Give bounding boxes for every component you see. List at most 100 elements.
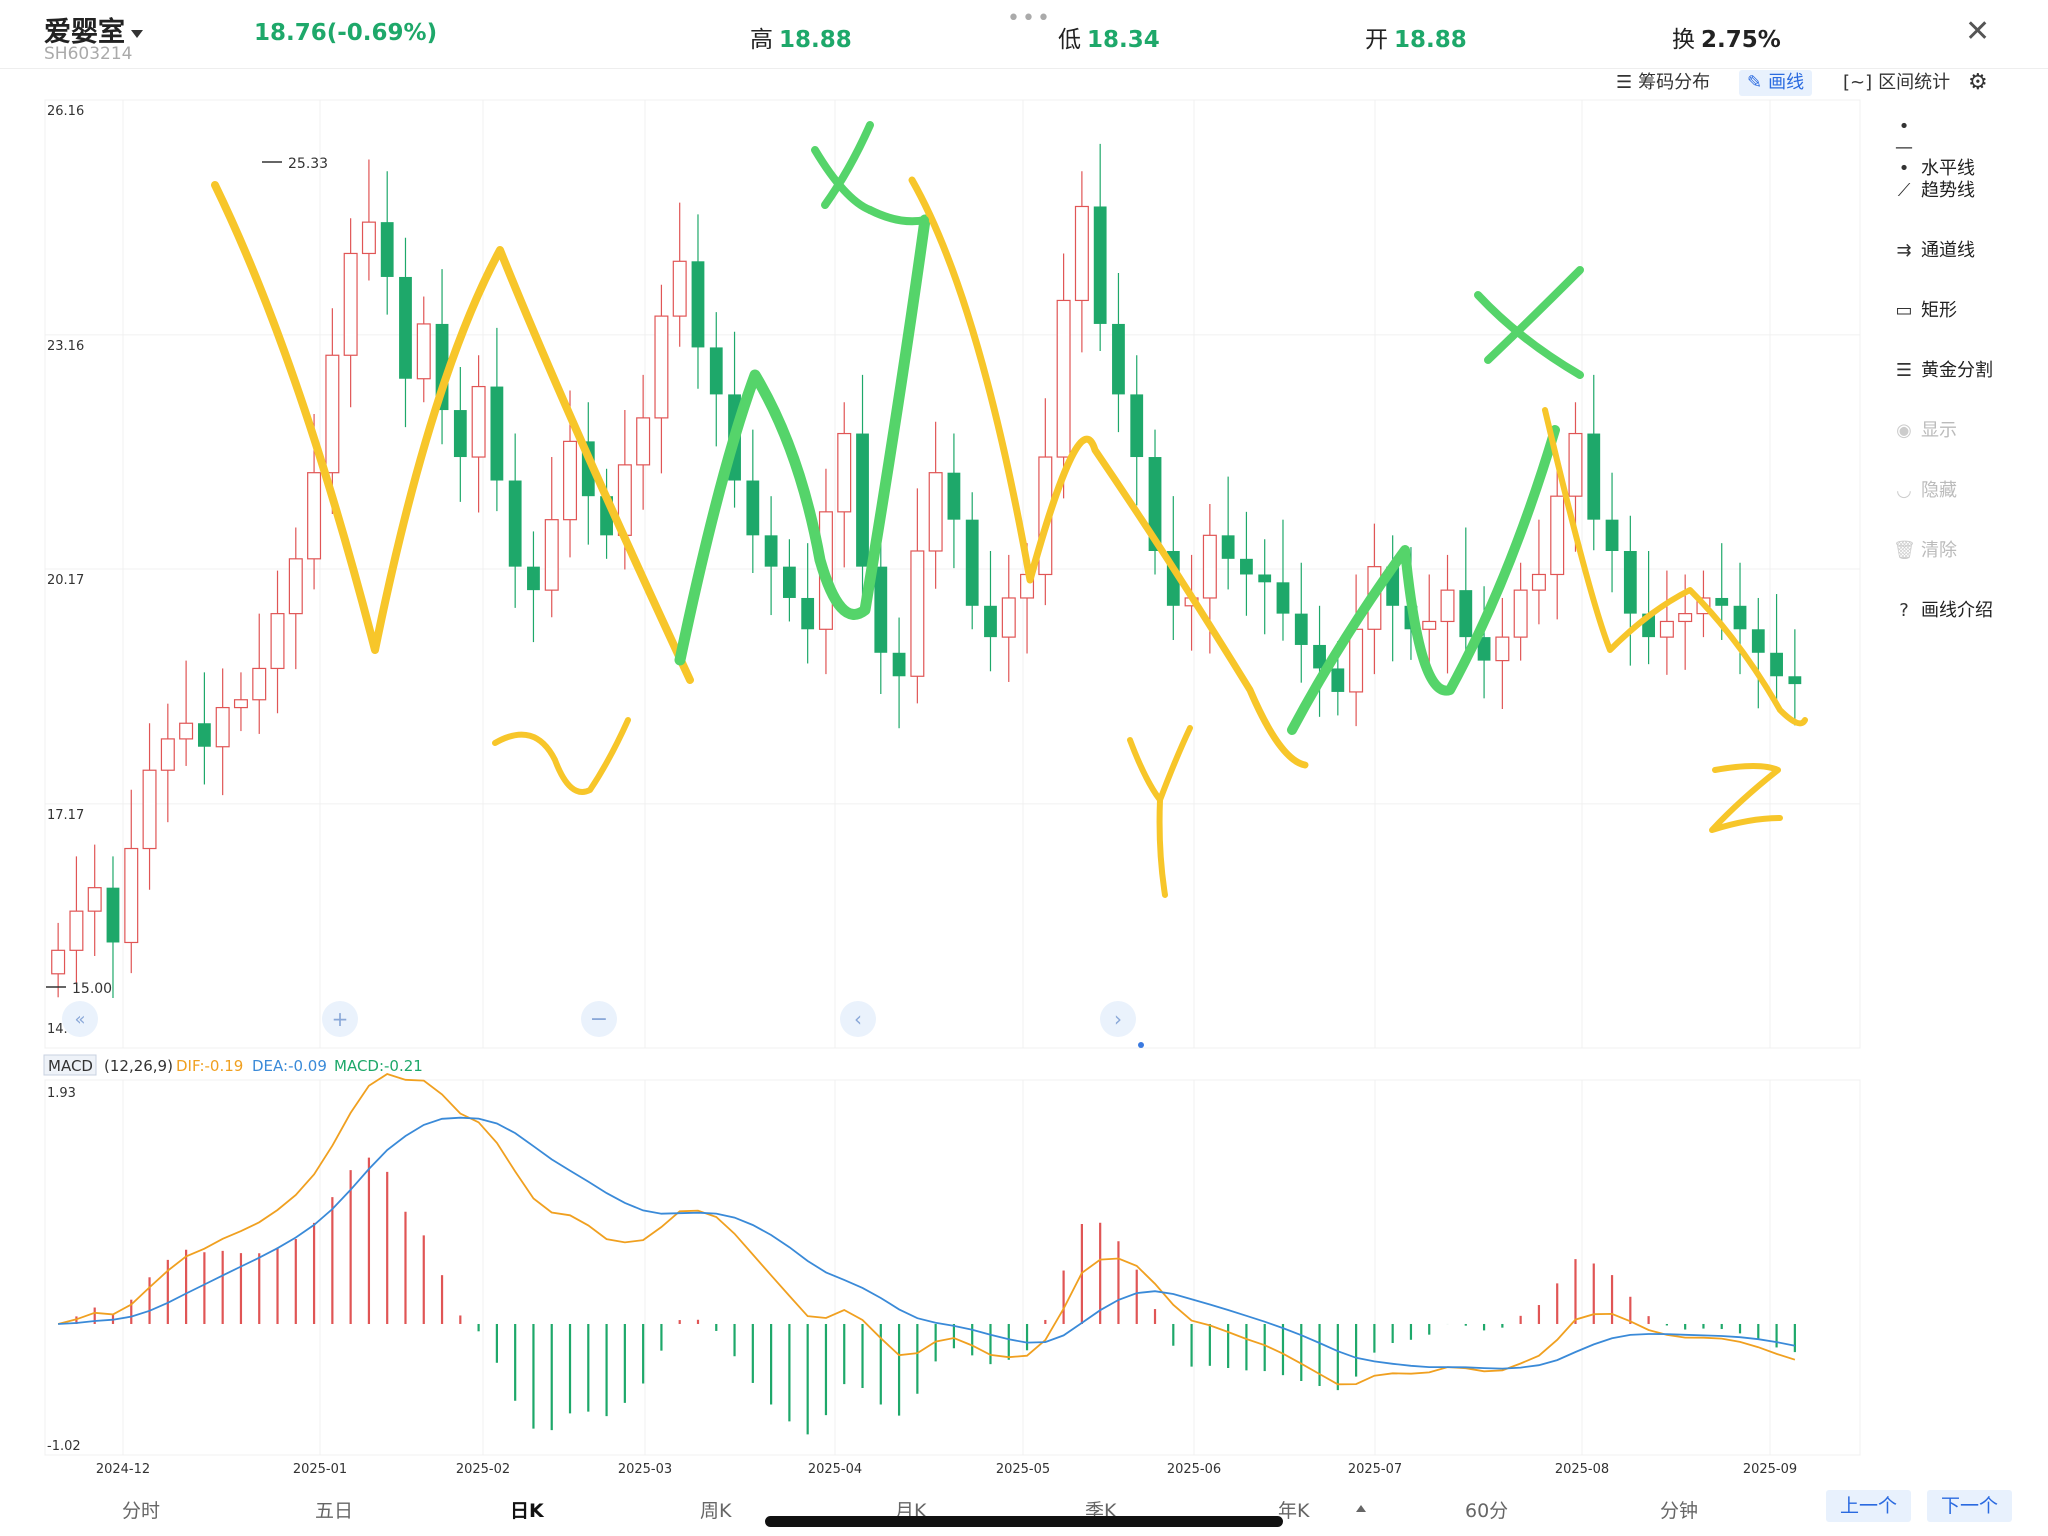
next-stock-button[interactable]: 下一个 [1927,1490,2013,1522]
channel-line-icon: ⇉ [1896,240,1912,261]
low-quote: 低 18.34 [1058,20,1160,54]
date-tick-label: 2025-08 [1555,1462,1609,1477]
date-tick-label: 2025-02 [456,1462,510,1477]
tool-trend-line[interactable]: ⟋ 趋势线 [1893,176,1975,202]
candle-body [782,566,796,598]
period-tab[interactable]: 五日 [315,1500,354,1522]
candle-body [1313,644,1326,669]
period-tab[interactable]: 周K [700,1500,732,1522]
w-letter [492,717,631,795]
zoom-out-button[interactable] [581,1001,617,1037]
price-tick-label: 17.17 [47,808,84,823]
tool-channel-line[interactable]: ⇉ 通道线 [1893,236,1975,262]
tool-horizontal-line[interactable]: •—• 水平线 [1893,116,1975,180]
candle-body [746,480,760,536]
candle-body [1130,394,1144,458]
candle-body [1240,558,1253,575]
rewind-button[interactable] [62,1001,98,1037]
candle-body [1093,206,1107,324]
candle-body [1112,323,1125,395]
date-tick-label: 2025-07 [1348,1462,1402,1477]
candle-body [856,433,869,567]
date-tick-label: 2025-01 [293,1462,347,1477]
tool-eye-closed[interactable]: ◡ 隐藏 [1893,476,1957,502]
tool-rectangle[interactable]: ▭ 矩形 [1893,296,1957,322]
candle-body [1440,589,1455,623]
candle-body [1770,652,1783,677]
tool-trash[interactable]: 🗑 清除 [1893,536,1957,562]
date-tick-label: 2025-03 [618,1462,672,1477]
zoom-in-button[interactable] [322,1001,358,1037]
open-label: 开 [1365,27,1388,53]
candle-body [1001,597,1016,638]
candle-body [764,535,778,567]
candle-body [1495,636,1510,662]
macd-tag: MACD [48,1057,93,1075]
scroll-left-button[interactable] [840,1001,876,1037]
eye-closed-icon: ◡ [1896,480,1912,501]
candle-body [984,605,997,638]
rectangle-icon: ▭ [1895,300,1913,321]
period-tab[interactable]: 日K [510,1500,544,1522]
double-chevron-left-icon: « [74,1009,85,1030]
close-icon[interactable]: ✕ [1965,14,1991,49]
eye-icon: ◉ [1896,420,1912,441]
period-tab[interactable]: 分时 [122,1500,161,1522]
dif-line [57,1073,1796,1386]
candle-body [1221,535,1235,559]
dea-label: DEA:-0.09 [252,1057,327,1075]
candle-body [1202,534,1217,599]
prev-stock-button[interactable]: 上一个 [1826,1490,1912,1522]
min-marker: 15.00 [72,981,112,997]
tool-label: 清除 [1921,540,1957,561]
green-wave-2 [1287,425,1560,735]
candle-body [69,910,84,951]
main-chart-frame [44,99,1861,1049]
tool-help[interactable]: ? 画线介绍 [1893,596,1993,622]
range-stats-button[interactable]: [~] 区间统计 [1835,70,1958,96]
macd-chart-frame [44,1079,1861,1456]
settings-icon[interactable]: ⚙ [1968,70,1988,95]
minus-icon: − [590,1007,608,1032]
period-tab[interactable]: 年K [1278,1500,1310,1522]
candle-body [416,323,431,380]
candle-body [343,252,358,356]
golden-ratio-icon: ☰ [1895,360,1913,381]
candle-body [361,221,376,255]
candle-body [399,276,412,379]
candle-body [691,261,705,348]
price-tick-label: 20.17 [47,573,84,588]
date-tick-label: 2025-04 [808,1462,862,1477]
more-icon[interactable]: ••• [1007,6,1052,31]
period-tab[interactable]: 分钟 [1660,1500,1699,1522]
stock-name-dropdown[interactable]: 爱婴室 [44,10,143,49]
tool-label: 显示 [1921,420,1957,441]
candle-body [471,385,486,458]
draw-button[interactable]: ✎ 画线 [1739,70,1813,96]
candle-body [490,386,504,481]
chip-distribution-button[interactable]: ☰ 筹码分布 [1608,70,1718,96]
candle-body [527,566,540,591]
caret-down-icon [131,29,143,38]
candle-body [106,887,120,943]
tool-label: 通道线 [1921,240,1975,261]
tool-eye[interactable]: ◉ 显示 [1893,416,1957,442]
page-dot [1138,1042,1144,1048]
plus-icon: + [332,1007,349,1031]
tool-label: 黄金分割 [1921,360,1993,381]
period-tab[interactable]: 60分 [1465,1500,1509,1522]
y-letter [1127,725,1193,898]
tool-golden-ratio[interactable]: ☰ 黄金分割 [1893,356,1993,382]
x-letter-1 [811,121,874,214]
dea-line [58,1116,1796,1370]
turnover-label: 换 [1672,27,1695,53]
candle-body [544,519,559,591]
range-icon: [~] [1843,72,1873,93]
high-value: 18.88 [779,27,852,53]
candle-body [1258,574,1272,583]
caret-up-icon [1356,1505,1366,1512]
scroll-right-button[interactable] [1100,1001,1136,1037]
home-indicator [765,1516,1283,1527]
turnover-quote: 换 2.75% [1672,20,1781,54]
